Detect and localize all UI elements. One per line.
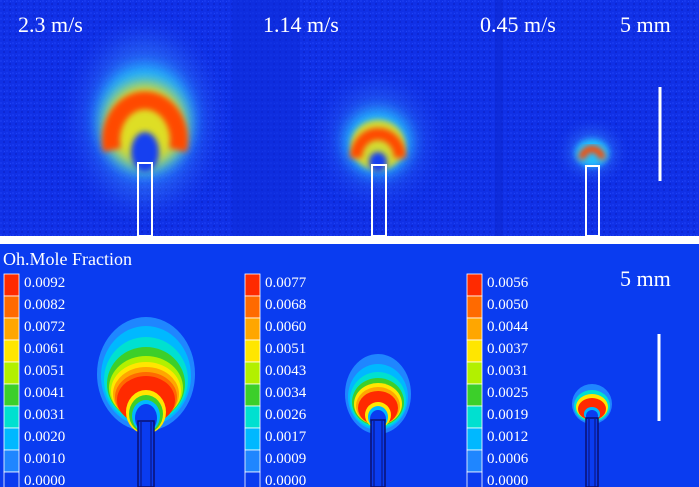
colorbar-3-tick: 0.0000 [487,473,529,487]
flame-1 [87,40,203,236]
colorbar-2-tick: 0.0017 [265,429,307,445]
colorbar-3-swatch [466,471,483,487]
colorbar-1-tick: 0.0031 [24,407,66,423]
colorbar-1-swatch [3,405,20,429]
velocity-label-2: 1.14 m/s [263,12,339,37]
burner-tube-2 [371,164,387,236]
colorbar-2-swatch [244,339,261,363]
colorbar-3-tick: 0.0006 [487,451,529,467]
contour-flame-3 [572,384,612,487]
contour-flame-1 [97,317,195,487]
flame-3 [568,130,616,236]
colorbar-1-tick: 0.0092 [24,275,66,291]
experimental-panel: 2.3 m/s 1.14 m/s 0.45 m/s 5 mm [0,0,699,236]
colorbar-1-swatch [3,317,20,341]
simulation-image [0,244,699,487]
scale-label-top: 5 mm [620,12,671,37]
colorbar-3-swatch [466,361,483,385]
colorbar-3-swatch [466,317,483,341]
colorbar-3-swatch [466,449,483,473]
colorbar-3-tick: 0.0044 [487,319,529,335]
colorbar-3-swatch [466,427,483,451]
colorbar-2-swatch [244,427,261,451]
colorbar-1-tick: 0.0041 [24,385,66,401]
burner-tube-1 [137,162,153,236]
colorbar-3-tick: 0.0037 [487,341,529,357]
colorbar-1-swatch [3,339,20,363]
colorbar-3-swatch [466,273,483,297]
experimental-image [0,0,699,236]
colorbar-1-tick: 0.0000 [24,473,66,487]
colorbar-2-tick: 0.0077 [265,275,307,291]
colorbar-2-tick: 0.0068 [265,297,307,313]
colorbar-3-tick: 0.0019 [487,407,529,423]
colorbar-2-tick: 0.0000 [265,473,307,487]
colorbar-3-tick: 0.0025 [487,385,529,401]
colorbar-3-swatch [466,383,483,407]
colorbar-1-tick: 0.0082 [24,297,66,313]
colorbar-2-tick: 0.0034 [265,385,307,401]
colorbar-3-swatch [466,339,483,363]
colorbar-2-swatch [244,471,261,487]
colorbar-1-tick: 0.0072 [24,319,66,335]
colorbar-1-tick: 0.0051 [24,363,66,379]
colorbar-1-swatch [3,427,20,451]
scale-label-bottom: 5 mm [620,266,671,291]
burner-tube-3 [585,165,600,236]
colorbar-3-tick: 0.0031 [487,363,529,379]
colorbar-1-tick: 0.0010 [24,451,66,467]
colorbar-1-swatch [3,273,20,297]
colorbar-2-tick: 0.0043 [265,363,307,379]
colorbar-1-tick: 0.0061 [24,341,66,357]
colorbar-1-swatch [3,383,20,407]
colorbar-3-tick: 0.0050 [487,297,529,313]
colorbar-1-swatch [3,361,20,385]
colorbar-2-swatch [244,449,261,473]
flame-2 [336,92,420,236]
colorbar-1-swatch [3,295,20,319]
colorbar-2-swatch [244,295,261,319]
velocity-label-3: 0.45 m/s [480,12,556,37]
colorbar-2-tick: 0.0060 [265,319,307,335]
colorbar-2-swatch [244,317,261,341]
simulation-panel: Oh.Mole Fraction 5 mm 0.0092 0.0082 0.0072… [0,244,699,487]
colorbar-1-swatch [3,449,20,473]
colorbar-2-swatch [244,405,261,429]
colorbar-2-tick: 0.0026 [265,407,307,423]
colorbar-3-swatch [466,295,483,319]
colorbar-3-tick: 0.0012 [487,429,529,445]
colorbar-2-tick: 0.0009 [265,451,307,467]
colorbar-2-tick: 0.0051 [265,341,307,357]
colorbar-2-swatch [244,383,261,407]
colorbar-2-swatch [244,361,261,385]
velocity-label-1: 2.3 m/s [18,12,83,37]
colorbar-3-tick: 0.0056 [487,275,529,291]
colorbar-1-swatch [3,471,20,487]
colorbar-2-swatch [244,273,261,297]
contour-flame-2 [345,354,411,487]
colorbar-3-swatch [466,405,483,429]
legend-title: Oh.Mole Fraction [3,249,132,269]
colorbar-1-tick: 0.0020 [24,429,66,445]
